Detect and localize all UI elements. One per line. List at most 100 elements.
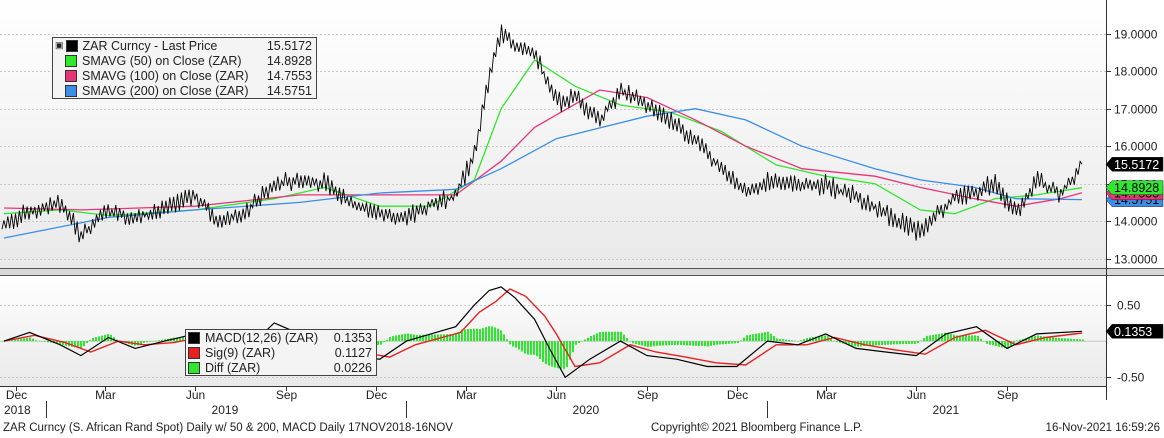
diff-bar (77, 341, 79, 348)
diff-bar (539, 341, 541, 359)
diff-bar (74, 341, 76, 348)
diff-bar (71, 341, 73, 347)
diff-bar (533, 341, 535, 355)
x-tick-label: Mar (816, 388, 837, 402)
diff-bar (1055, 337, 1057, 342)
last-value-tag-label: 0.1353 (1114, 325, 1152, 339)
diff-bar (911, 341, 913, 344)
legend-item-sma200: SMAVG (200) on Close (ZAR) 14.5751 (53, 83, 316, 98)
diff-bar (614, 331, 616, 342)
diff-bar (938, 333, 940, 342)
diff-bar (674, 341, 676, 345)
diff-bar (956, 335, 958, 342)
diff-bar (425, 334, 427, 342)
diff-bar (146, 341, 148, 343)
diff-bar (743, 337, 745, 342)
diff-bar (686, 341, 688, 346)
diff-bar (395, 335, 397, 342)
diff-bar (893, 341, 895, 345)
diff-bar (782, 339, 784, 342)
diff-bar (626, 338, 628, 342)
diff-bar (392, 336, 394, 342)
series-line-smavg-50-on-close-zar- (3, 59, 1083, 217)
diff-bar (968, 335, 970, 342)
diff-bar (1031, 336, 1033, 342)
diff-bar (683, 341, 685, 346)
diff-bar (470, 328, 472, 342)
y-tick-label: 19.0000 (1114, 28, 1158, 42)
diff-bar (647, 341, 649, 348)
diff-bar (716, 341, 718, 345)
diff-bar (158, 340, 160, 342)
diff-bar (62, 341, 64, 345)
diff-bar (404, 333, 406, 342)
diff-bar (455, 334, 457, 342)
diff-bar (971, 335, 973, 342)
last-value-tag (1105, 157, 1164, 172)
series-line-macd-12-26-zar- (3, 286, 1083, 379)
legend-value: 15.5172 (266, 38, 312, 53)
diff-bar (887, 341, 889, 345)
panel-divider[interactable] (0, 268, 1164, 276)
diff-bar (1016, 340, 1018, 342)
diff-bar (824, 335, 826, 342)
diff-bar (899, 341, 901, 345)
diff-bar (851, 341, 853, 346)
diff-bar (977, 335, 979, 342)
diff-bar (632, 341, 634, 344)
footer-copyright: Copyright© 2021 Bloomberg Finance L.P. (651, 422, 863, 434)
diff-bar (677, 341, 679, 345)
diff-bar (989, 341, 991, 345)
diff-bar (1034, 336, 1036, 342)
diff-bar (95, 337, 97, 342)
diff-bar (1046, 337, 1048, 342)
diff-bar (137, 341, 139, 346)
diff-bar (494, 327, 496, 342)
legend-expand-icon[interactable]: ▣ (55, 40, 64, 50)
diff-bar (587, 337, 589, 342)
diff-bar (917, 341, 919, 344)
legend-label: SMAVG (100) on Close (ZAR) (82, 68, 249, 83)
diff-bar (773, 336, 775, 342)
diff-bar (689, 341, 691, 346)
y-tick-label: 18.0000 (1114, 65, 1158, 79)
diff-bar (161, 339, 163, 342)
macd-legend[interactable]: MACD(12,26) (ZAR) 0.1353 Sig(9) (ZAR) 0.… (185, 329, 377, 376)
diff-bar (902, 341, 904, 345)
diff-bar (389, 337, 391, 342)
diff-bar (17, 339, 19, 342)
diff-bar (659, 341, 661, 346)
diff-bar (476, 328, 478, 342)
diff-bar (593, 334, 595, 342)
diff-bar (92, 338, 94, 342)
legend-value: 14.5751 (266, 83, 312, 98)
diff-bar (1070, 338, 1072, 342)
diff-bar (599, 332, 601, 342)
diff-bar (545, 341, 547, 365)
diff-bar (458, 332, 460, 342)
x-tick-label: Sep (276, 388, 298, 402)
last-value-tag-label: 14.8928 (1114, 181, 1159, 195)
diff-bar (431, 334, 433, 342)
diff-bar (44, 341, 46, 342)
x-tick-label: Jun (907, 388, 926, 402)
diff-bar (563, 341, 565, 369)
price-legend[interactable]: ▣ ZAR Curncy - Last Price 15.5172 SMAVG … (52, 37, 317, 99)
diff-bar (1013, 341, 1015, 344)
y-tick-label: 16.0000 (1114, 140, 1158, 154)
x-year-label: 2018 (4, 403, 31, 417)
diff-bar (830, 338, 832, 342)
diff-bar (728, 341, 730, 344)
diff-bar (641, 341, 643, 346)
diff-bar (413, 334, 415, 342)
diff-bar (752, 334, 754, 342)
diff-bar (656, 341, 658, 346)
diff-bar (821, 335, 823, 342)
diff-bar (857, 341, 859, 347)
diff-bar (665, 341, 667, 346)
diff-bar (590, 336, 592, 342)
diff-bar (962, 335, 964, 342)
diff-bar (980, 338, 982, 342)
diff-bar (452, 334, 454, 342)
diff-bar (764, 332, 766, 342)
